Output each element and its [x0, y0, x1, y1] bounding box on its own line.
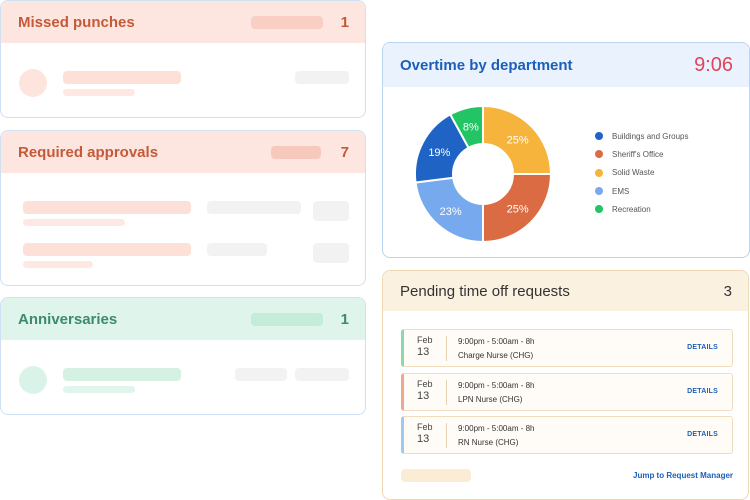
time-off-request-row[interactable]: Feb 13 9:00pm - 5:00am - 8h LPN Nurse (CHG)… — [401, 372, 733, 411]
request-time: 9:00pm - 5:00am - 8h — [458, 337, 535, 346]
request-day: 13 — [417, 433, 430, 445]
request-date: Feb 13 — [417, 422, 447, 445]
legend-item: Buildings and Groups — [595, 127, 689, 145]
legend-swatch — [595, 132, 603, 141]
text-placeholder — [23, 219, 125, 226]
anniversaries-title: Anniversaries — [18, 310, 118, 328]
legend-swatch — [595, 150, 603, 159]
details-button[interactable]: DETAILS — [687, 387, 718, 395]
divider — [446, 379, 447, 405]
clock-time: 9:06 — [694, 53, 733, 76]
text-placeholder — [63, 71, 181, 84]
details-button[interactable]: DETAILS — [687, 344, 718, 351]
required-approvals-count: 7 — [340, 143, 349, 161]
avatar-placeholder — [19, 69, 47, 97]
request-day: 13 — [417, 346, 430, 358]
overtime-legend: Buildings and Groups Sheriff's Office Soli… — [595, 127, 689, 218]
slice-label: 8% — [463, 122, 479, 134]
legend-item: EMS — [595, 182, 689, 200]
missed-punches-count: 1 — [340, 13, 349, 31]
anniversaries-card[interactable]: Anniversaries 1 — [0, 297, 366, 415]
jump-to-request-manager-link[interactable]: Jump to Request Manager — [633, 471, 734, 480]
missed-punches-title: Missed punches — [18, 13, 135, 31]
legend-swatch — [595, 205, 603, 214]
legend-label: Sheriff's Office — [612, 149, 664, 159]
legend-label: Solid Waste — [612, 168, 655, 178]
value-placeholder — [295, 368, 349, 381]
pending-time-off-card[interactable]: Pending time off requests 3 Feb 13 9:00pm … — [382, 270, 749, 500]
overtime-title: Overtime by department — [400, 56, 573, 74]
text-placeholder — [63, 89, 135, 96]
text-placeholder — [23, 261, 93, 268]
missed-punches-header: Missed punches 1 — [1, 1, 365, 43]
time-off-request-row[interactable]: Feb 13 9:00pm - 5:00am - 8h RN Nurse (CHG) D… — [401, 416, 733, 454]
pending-title: Pending time off requests — [400, 282, 570, 300]
legend-item: Solid Waste — [595, 164, 689, 182]
divider — [446, 423, 447, 448]
anniversaries-count: 1 — [340, 310, 349, 328]
action-placeholder — [313, 243, 349, 263]
details-button[interactable]: DETAILS — [687, 431, 718, 438]
slice-label: 25% — [507, 204, 529, 216]
legend-label: Buildings and Groups — [612, 131, 689, 141]
request-date: Feb 13 — [417, 335, 447, 358]
overtime-header: Overtime by department 9:06 — [383, 43, 749, 87]
slice-sheriffs-office[interactable] — [482, 173, 553, 244]
pending-header: Pending time off requests 3 — [383, 271, 748, 311]
pending-count: 3 — [723, 282, 732, 300]
legend-item: Recreation — [595, 200, 689, 218]
time-off-request-row[interactable]: Feb 13 9:00pm - 5:00am - 8h Charge Nurse (C… — [401, 329, 733, 367]
overtime-card[interactable]: Overtime by department 9:06 25% 25% 23% 19%… — [382, 42, 750, 258]
text-placeholder — [23, 243, 191, 256]
request-day: 13 — [417, 389, 430, 402]
slice-label: 19% — [428, 147, 450, 159]
legend-item: Sheriff's Office — [595, 145, 689, 163]
text-placeholder — [63, 386, 135, 393]
header-placeholder — [250, 15, 323, 29]
required-approvals-card[interactable]: Required approvals 7 — [0, 130, 366, 286]
overtime-donut-chart: 25% 25% 23% 19% 8% — [414, 104, 553, 244]
request-role: LPN Nurse (CHG) — [458, 394, 523, 404]
value-placeholder — [295, 71, 349, 84]
footer-placeholder — [401, 469, 471, 482]
request-month: Feb — [417, 378, 433, 389]
required-approvals-title: Required approvals — [18, 143, 159, 161]
request-time: 9:00pm - 5:00am - 8h — [458, 424, 535, 433]
legend-label: EMS — [612, 186, 630, 196]
request-month: Feb — [417, 422, 433, 432]
legend-swatch — [595, 168, 603, 177]
slice-solid-waste[interactable] — [482, 104, 553, 175]
legend-swatch — [595, 187, 603, 196]
text-placeholder — [23, 201, 191, 214]
value-placeholder — [235, 368, 287, 381]
action-placeholder — [313, 201, 349, 221]
request-month: Feb — [417, 335, 433, 345]
header-placeholder — [250, 312, 323, 326]
legend-label: Recreation — [612, 204, 651, 214]
anniversaries-header: Anniversaries 1 — [1, 298, 365, 340]
divider — [446, 336, 447, 361]
missed-punches-card[interactable]: Missed punches 1 — [0, 0, 366, 118]
request-date: Feb 13 — [417, 379, 447, 402]
request-role: Charge Nurse (CHG) — [458, 351, 534, 360]
request-role: RN Nurse (CHG) — [458, 438, 519, 447]
value-placeholder — [207, 201, 301, 214]
request-time: 9:00pm - 5:00am - 8h — [458, 380, 535, 390]
slice-recreation[interactable] — [448, 104, 484, 150]
slice-label: 23% — [440, 206, 462, 218]
slice-label: 25% — [507, 134, 529, 146]
header-placeholder — [270, 145, 321, 159]
required-approvals-header: Required approvals 7 — [1, 131, 365, 173]
avatar-placeholder — [19, 366, 47, 394]
slice-ems[interactable] — [414, 176, 484, 244]
value-placeholder — [207, 243, 267, 256]
text-placeholder — [63, 368, 181, 381]
